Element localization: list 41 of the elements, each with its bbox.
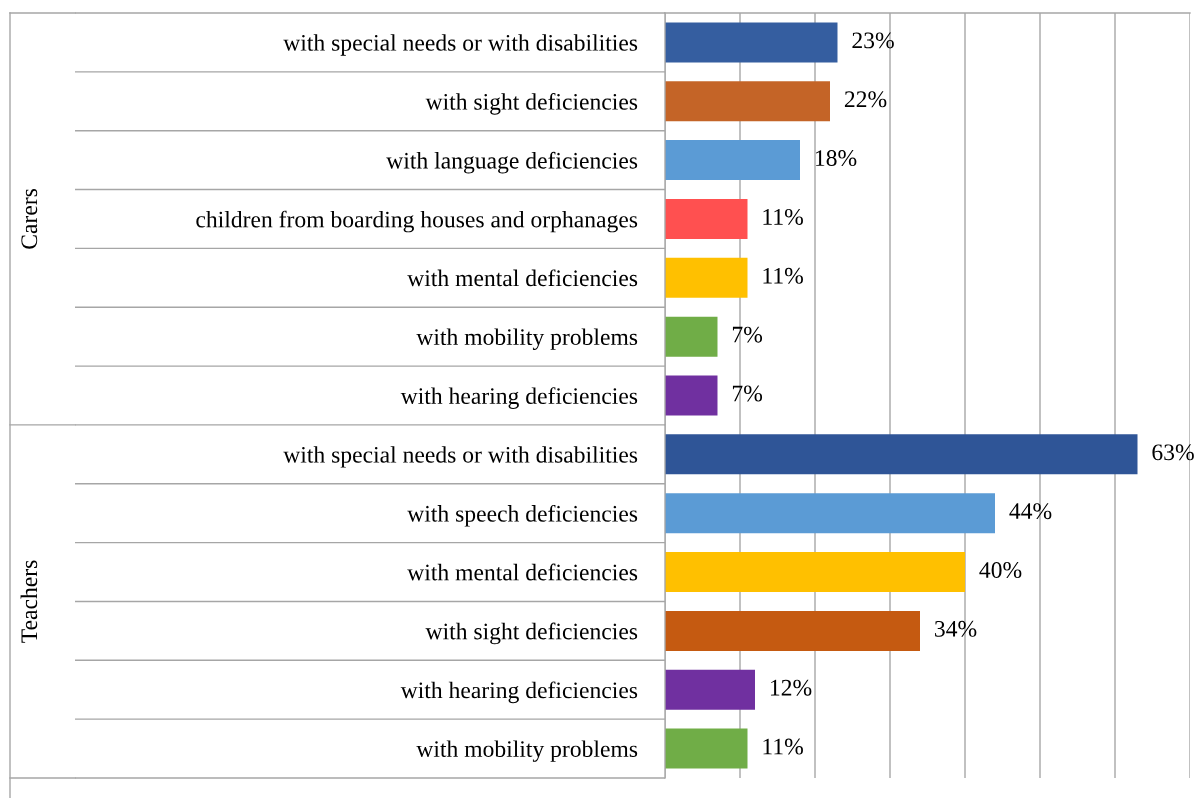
data-label: 34% bbox=[935, 620, 977, 637]
y-tick-label: with speech deficiencies bbox=[407, 504, 638, 527]
y-tick-label: with special needs or with disabilities bbox=[283, 34, 638, 56]
bar bbox=[665, 493, 995, 534]
data-label: 18% bbox=[815, 150, 857, 167]
y-tick-label: with sight deficiencies bbox=[425, 622, 638, 645]
data-label: 11% bbox=[763, 267, 803, 284]
data-label: 12% bbox=[770, 679, 812, 696]
data-label: 63% bbox=[1152, 444, 1194, 461]
bar bbox=[665, 552, 965, 593]
y-tick-label: with special needs or with disabilities bbox=[283, 446, 638, 468]
bar bbox=[665, 669, 755, 710]
bar bbox=[665, 434, 1138, 475]
bar bbox=[665, 257, 748, 298]
y-tick-label: with language deficiencies bbox=[386, 151, 638, 174]
data-label: 7% bbox=[732, 326, 763, 343]
bar bbox=[665, 81, 830, 122]
data-label: 23% bbox=[852, 32, 894, 49]
data-label: 11% bbox=[763, 208, 803, 225]
bar bbox=[665, 610, 920, 651]
data-label: 44% bbox=[1009, 503, 1052, 520]
y-tick-label: with mobility problems bbox=[416, 740, 638, 762]
y-tick-label: with mental deficiencies bbox=[407, 563, 638, 581]
bar bbox=[665, 22, 838, 63]
data-label: 22% bbox=[844, 91, 887, 108]
data-label: 40% bbox=[979, 562, 1022, 579]
y-tick-label: with hearing deficiencies bbox=[400, 387, 638, 409]
bar bbox=[665, 728, 748, 769]
bar bbox=[665, 316, 718, 357]
y-axis-title: Carers bbox=[21, 189, 38, 249]
y-tick-label: with sight deficiencies bbox=[425, 92, 638, 115]
y-tick-label: with mobility problems bbox=[416, 328, 638, 350]
data-label: 7% bbox=[732, 385, 763, 402]
data-label: 11% bbox=[763, 738, 803, 755]
y-axis-title: Teachers bbox=[20, 560, 38, 643]
bar bbox=[665, 375, 718, 416]
y-tick-label: with hearing deficiencies bbox=[400, 681, 638, 704]
bar bbox=[665, 140, 800, 181]
bar bbox=[665, 198, 748, 239]
y-tick-label: with mental deficiencies bbox=[407, 269, 638, 287]
y-tick-label: children from boarding houses and orphanages bbox=[196, 210, 638, 233]
